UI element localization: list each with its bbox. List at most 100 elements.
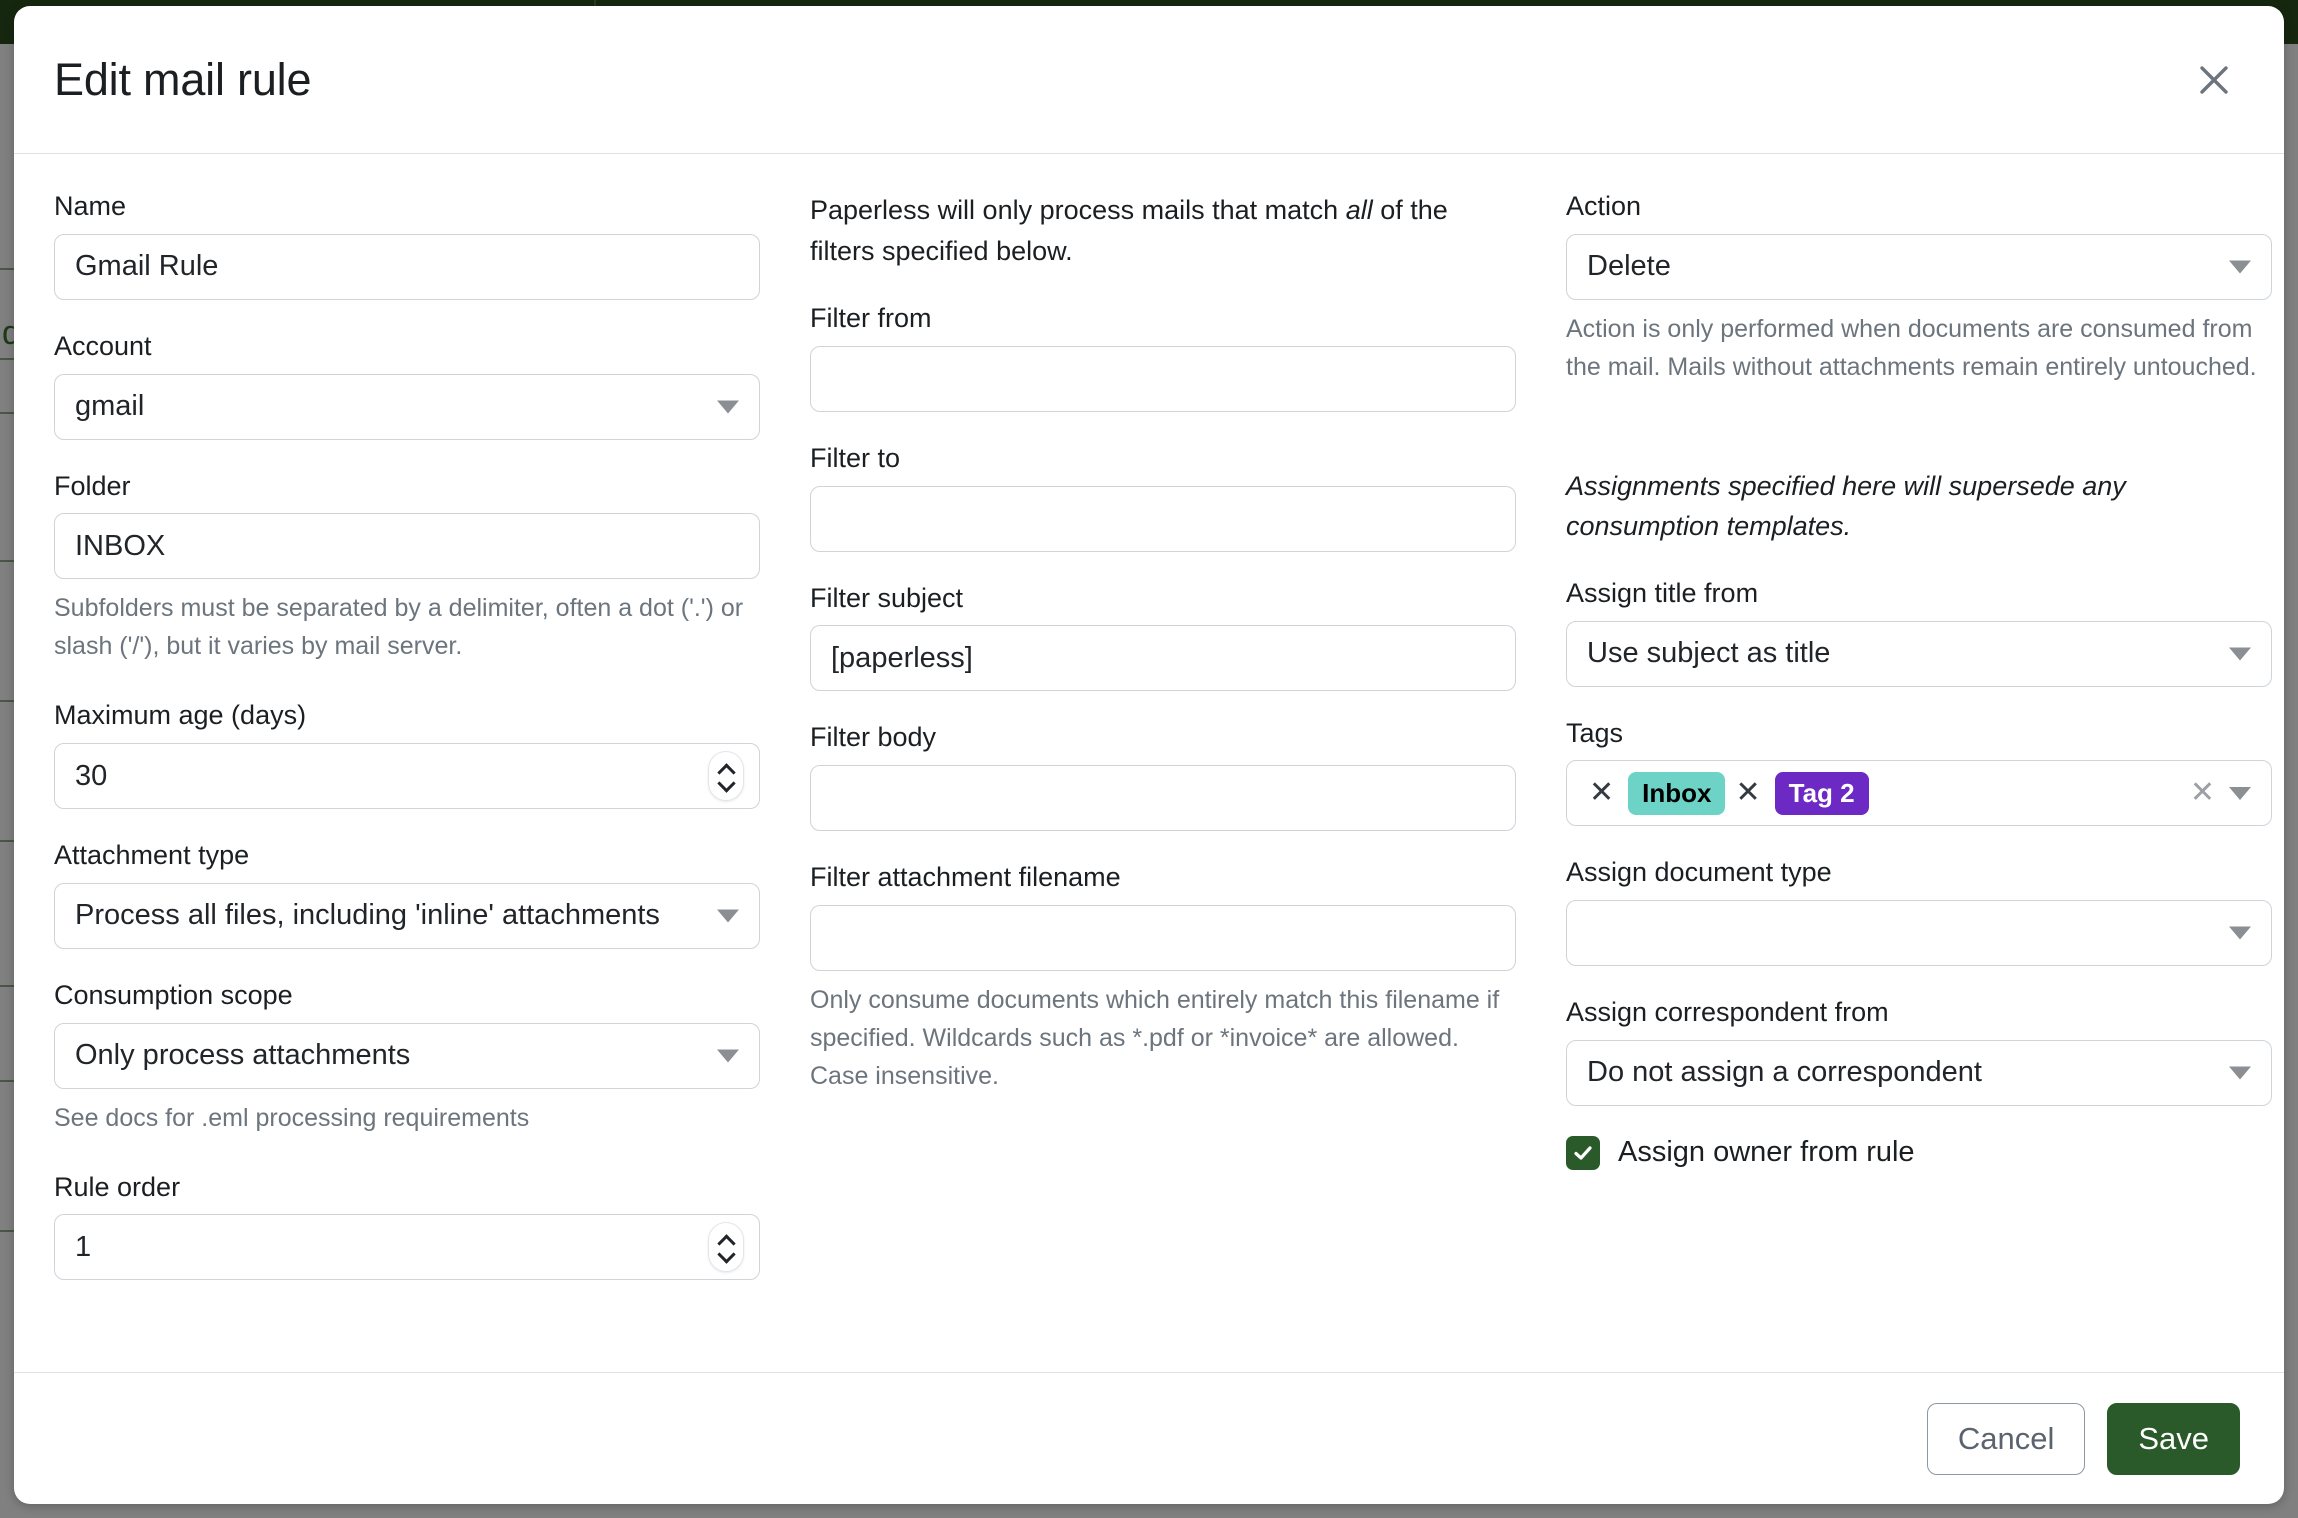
name-input[interactable]: Gmail Rule xyxy=(54,233,760,300)
close-icon-glyph xyxy=(2200,65,2228,94)
consumption-scope-select[interactable]: Only process attachments xyxy=(54,1022,760,1089)
folder-input-value: INBOX xyxy=(75,531,166,561)
attachment-type-select[interactable]: Process all files, including 'inline' at… xyxy=(54,882,760,949)
action-select[interactable]: Delete xyxy=(1566,233,2272,300)
label-filter-subject: Filter subject xyxy=(810,582,964,613)
field-name: Name Gmail Rule xyxy=(54,190,760,300)
assign-document-type-select[interactable] xyxy=(1566,900,2272,966)
filters-intro-before: Paperless will only process mails that m… xyxy=(810,195,1346,225)
dialog-footer: Cancel Save xyxy=(14,1372,2284,1504)
field-folder: Folder INBOX Subfolders must be separate… xyxy=(54,470,760,666)
assign-correspondent-from-select[interactable]: Do not assign a correspondent xyxy=(1566,1039,2272,1106)
filter-attachment-filename-input[interactable] xyxy=(810,904,1516,971)
maximum-age-value: 30 xyxy=(75,761,108,791)
clear-icon[interactable]: ✕ xyxy=(2189,776,2215,810)
chevron-down-icon xyxy=(717,1049,739,1062)
field-action: Action Delete Action is only performed w… xyxy=(1566,190,2272,386)
label-filter-body: Filter body xyxy=(810,722,937,753)
rule-order-input[interactable]: 1 xyxy=(54,1214,760,1281)
maximum-age-stepper[interactable] xyxy=(709,752,743,800)
chevron-down-icon xyxy=(717,909,739,923)
account-select[interactable]: gmail xyxy=(54,373,760,440)
tags-select[interactable]: ✕ Inbox ✕ Tag 2 ✕ xyxy=(1566,760,2272,827)
field-assign-owner-from-rule: Assign owner from rule xyxy=(1566,1135,2272,1170)
assign-owner-from-rule-label: Assign owner from rule xyxy=(1618,1136,1915,1169)
filters-intro: Paperless will only process mails that m… xyxy=(810,190,1516,272)
filter-body-input[interactable] xyxy=(810,765,1516,832)
label-action: Action xyxy=(1566,191,1642,221)
consumption-scope-value: Only process attachments xyxy=(75,1041,411,1070)
chevron-down-icon xyxy=(2229,926,2251,940)
field-assign-document-type: Assign document type xyxy=(1566,856,2272,966)
label-filter-attachment-filename: Filter attachment filename xyxy=(810,862,1121,893)
tag-remove-icon[interactable]: ✕ xyxy=(1735,776,1761,810)
chevron-down-icon[interactable] xyxy=(2229,786,2251,800)
label-rule-order: Rule order xyxy=(54,1171,181,1202)
label-tags: Tags xyxy=(1566,717,1624,748)
folder-hint: Subfolders must be separated by a delimi… xyxy=(54,594,744,661)
label-attachment-type: Attachment type xyxy=(54,840,250,870)
tag-pill[interactable]: Tag 2 xyxy=(1774,771,1869,815)
tags-controls: ✕ xyxy=(2190,778,2259,808)
field-filter-from: Filter from xyxy=(810,302,1516,412)
filter-subject-input[interactable]: [paperless] xyxy=(810,625,1516,692)
cancel-button[interactable]: Cancel xyxy=(1926,1402,2086,1475)
dialog-body: Name Gmail Rule Account gmail Folder INB… xyxy=(14,154,2284,1372)
chevron-down-icon xyxy=(2229,1066,2251,1080)
field-consumption-scope: Consumption scope Only process attachmen… xyxy=(54,979,760,1137)
label-assign-correspondent-from: Assign correspondent from xyxy=(1566,997,1889,1027)
filter-to-input[interactable] xyxy=(810,485,1516,552)
label-consumption-scope: Consumption scope xyxy=(54,979,293,1010)
edit-mail-rule-dialog: Edit mail rule Name Gmail Rule Account g… xyxy=(14,6,2284,1504)
chevron-down-icon[interactable] xyxy=(719,779,733,787)
account-select-value: gmail xyxy=(75,392,145,421)
field-account: Account gmail xyxy=(54,330,760,440)
consumption-scope-hint: See docs for .eml processing requirement… xyxy=(54,1103,530,1132)
field-assign-correspondent-from: Assign correspondent from Do not assign … xyxy=(1566,996,2272,1106)
chevron-up-icon[interactable] xyxy=(719,766,733,774)
save-button[interactable]: Save xyxy=(2107,1402,2240,1475)
check-icon xyxy=(1574,1146,1592,1160)
label-assign-title-from: Assign title from xyxy=(1566,577,1759,608)
rule-order-value: 1 xyxy=(75,1232,92,1262)
chevron-down-icon xyxy=(2229,260,2251,274)
label-filter-to: Filter to xyxy=(810,442,901,473)
tag-remove-icon[interactable]: ✕ xyxy=(1589,776,1615,810)
folder-input[interactable]: INBOX xyxy=(54,513,760,580)
field-tags: Tags ✕ Inbox ✕ Tag 2 ✕ xyxy=(1566,717,2272,827)
field-filter-attachment-filename: Filter attachment filename Only consume … xyxy=(810,861,1516,1095)
label-filter-from: Filter from xyxy=(810,303,932,334)
attachment-type-value: Process all files, including 'inline' at… xyxy=(75,901,660,931)
label-assign-document-type: Assign document type xyxy=(1566,857,1832,888)
label-folder: Folder xyxy=(54,470,131,501)
filters-intro-emphasis: all xyxy=(1345,195,1373,225)
chevron-down-icon xyxy=(717,400,739,413)
maximum-age-input[interactable]: 30 xyxy=(54,743,760,809)
field-filter-subject: Filter subject [paperless] xyxy=(810,582,1516,692)
action-hint: Action is only performed when documents … xyxy=(1566,314,2257,381)
name-input-value: Gmail Rule xyxy=(75,252,219,282)
rule-order-stepper[interactable] xyxy=(709,1223,743,1272)
chevron-down-icon[interactable] xyxy=(719,1250,733,1258)
column-rule-settings: Name Gmail Rule Account gmail Folder INB… xyxy=(54,190,760,1310)
assign-title-from-value: Use subject as title xyxy=(1587,639,1831,668)
assign-correspondent-from-value: Do not assign a correspondent xyxy=(1587,1058,1982,1088)
assign-owner-from-rule-checkbox[interactable] xyxy=(1566,1135,1600,1170)
field-attachment-type: Attachment type Process all files, inclu… xyxy=(54,839,760,949)
column-filters: Paperless will only process mails that m… xyxy=(810,190,1516,1111)
filter-attachment-filename-hint: Only consume documents which entirely ma… xyxy=(810,985,1500,1090)
tag-pill[interactable]: Inbox xyxy=(1628,771,1726,815)
field-assign-title-from: Assign title from Use subject as title xyxy=(1566,577,2272,687)
dialog-title: Edit mail rule xyxy=(54,53,312,105)
field-rule-order: Rule order 1 xyxy=(54,1171,760,1281)
tags-list: ✕ Inbox ✕ Tag 2 xyxy=(1579,771,1869,815)
label-maximum-age: Maximum age (days) xyxy=(54,700,307,731)
assignments-note: Assignments specified here will supersed… xyxy=(1566,470,2126,542)
chevron-up-icon[interactable] xyxy=(719,1237,733,1245)
assign-title-from-select[interactable]: Use subject as title xyxy=(1566,620,2272,687)
spacer xyxy=(1566,402,2272,466)
close-icon[interactable] xyxy=(2182,48,2246,112)
field-filter-body: Filter body xyxy=(810,721,1516,832)
filter-from-input[interactable] xyxy=(810,345,1516,412)
filters-intro-after: of the filters specified below. xyxy=(810,195,1448,267)
